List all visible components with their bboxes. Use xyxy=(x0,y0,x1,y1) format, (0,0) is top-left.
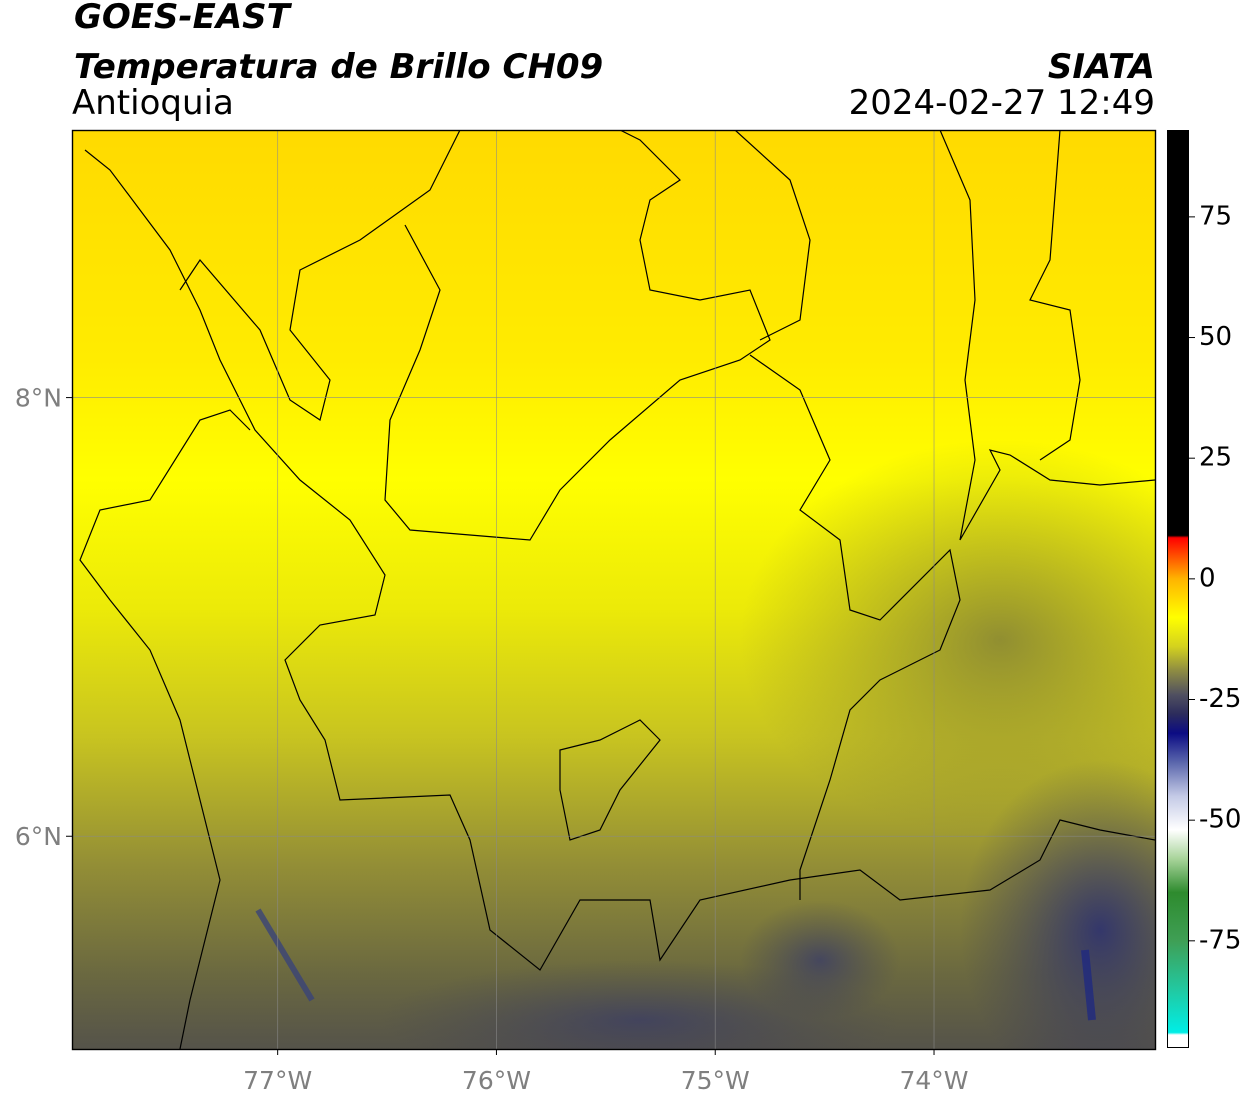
x-tick-label: 77°W xyxy=(243,1066,312,1095)
x-tick-label: 76°W xyxy=(462,1066,531,1095)
field-feature xyxy=(1081,949,1096,1021)
y-tick-label: 6°N xyxy=(15,822,62,851)
map xyxy=(72,130,1155,1049)
boundary xyxy=(734,130,811,341)
subtitle: Temperatura de Brillo CH09 xyxy=(74,47,603,87)
boundaries xyxy=(79,130,1155,1049)
colorbar xyxy=(1167,130,1189,1047)
title: GOES-EAST xyxy=(74,0,293,37)
boundary xyxy=(939,130,1155,541)
map-frame xyxy=(71,129,1157,1051)
colorbar-frame xyxy=(1167,130,1189,1048)
field-region xyxy=(740,440,1155,840)
boundary xyxy=(749,354,961,900)
region: Antioquia xyxy=(72,83,234,123)
boundary xyxy=(84,149,1155,971)
colorbar-tick-label: 50 xyxy=(1199,322,1232,352)
x-tick-label: 74°W xyxy=(900,1066,969,1095)
colorbar-tick-label: -50 xyxy=(1199,805,1241,835)
colorbar-tick-label: -75 xyxy=(1199,925,1241,955)
colorbar-tick-label: -25 xyxy=(1199,684,1241,714)
colorbar-tick-label: 0 xyxy=(1199,563,1216,593)
colorbar-tick-label: 75 xyxy=(1199,201,1232,231)
field-region xyxy=(960,760,1155,1049)
coastline xyxy=(79,409,251,1049)
x-tick-label: 75°W xyxy=(681,1066,750,1095)
colorbar-tick-label: 25 xyxy=(1199,443,1232,473)
field-region xyxy=(740,900,900,1020)
coastline xyxy=(179,130,461,421)
y-tick-label: 8°N xyxy=(15,384,62,413)
boundary xyxy=(559,719,661,841)
timestamp: 2024-02-27 12:49 xyxy=(849,83,1155,123)
boundary xyxy=(384,130,771,541)
field-feature xyxy=(255,908,315,1002)
boundary xyxy=(1029,130,1081,461)
source: SIATA xyxy=(1048,47,1155,87)
